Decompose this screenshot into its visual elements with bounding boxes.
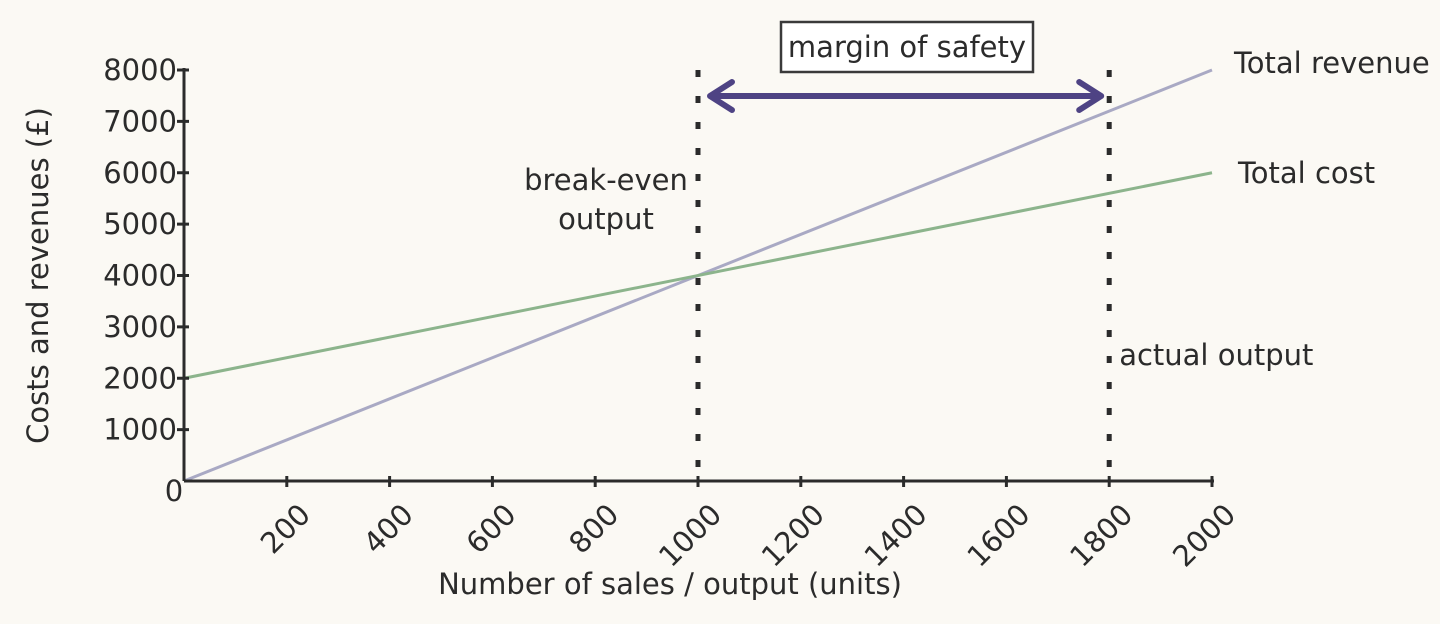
break-even-label: break-even — [524, 163, 688, 197]
y-tick-label: 2000 — [103, 361, 177, 395]
y-axis-title: Costs and revenues (£) — [21, 107, 55, 444]
y-tick-label: 4000 — [103, 259, 177, 293]
actual-output-label: actual output — [1119, 338, 1313, 372]
marker-lines — [695, 70, 1112, 474]
y-tick-label: 5000 — [103, 207, 177, 241]
y-tick-label: 7000 — [103, 104, 177, 138]
x-tick-label: 1000 — [652, 497, 728, 573]
series-label-total-cost: Total cost — [1237, 156, 1375, 190]
y-tick-label: 1000 — [103, 413, 177, 447]
y-tick-label: 3000 — [103, 310, 177, 344]
x-tick-label: 1800 — [1063, 497, 1139, 573]
x-tick-label: 1400 — [858, 497, 934, 573]
margin-of-safety-label: margin of safety — [788, 30, 1026, 64]
margin-of-safety-box — [779, 20, 1035, 74]
x-tick-label: 600 — [459, 497, 522, 560]
ticks-layer: 200 400 600 800 1000 1200 1400 1600 1800 2000 1000… — [103, 53, 1242, 573]
origin-label: 0 — [165, 474, 183, 508]
y-tick-label: 6000 — [103, 156, 177, 190]
series-layer — [183, 68, 1213, 483]
margin-of-safety-arrowhead-left — [707, 79, 735, 113]
margin-of-safety: margin of safety — [707, 20, 1105, 113]
y-tick-label: 8000 — [103, 53, 177, 87]
break-even-label-line2: output — [558, 202, 654, 236]
x-tick-label: 800 — [562, 497, 625, 560]
x-axis-title: Number of sales / output (units) — [438, 567, 902, 601]
series-label-total-revenue: Total revenue — [1233, 46, 1430, 80]
x-tick-label: 400 — [357, 497, 420, 560]
x-tick-label: 200 — [254, 497, 317, 560]
margin-of-safety-arrowhead-right — [1076, 79, 1105, 113]
x-tick-label: 1200 — [755, 497, 831, 573]
x-tick-label: 2000 — [1166, 497, 1242, 573]
x-tick-label: 1600 — [960, 497, 1036, 573]
series-line-total-cost — [183, 171, 1213, 380]
